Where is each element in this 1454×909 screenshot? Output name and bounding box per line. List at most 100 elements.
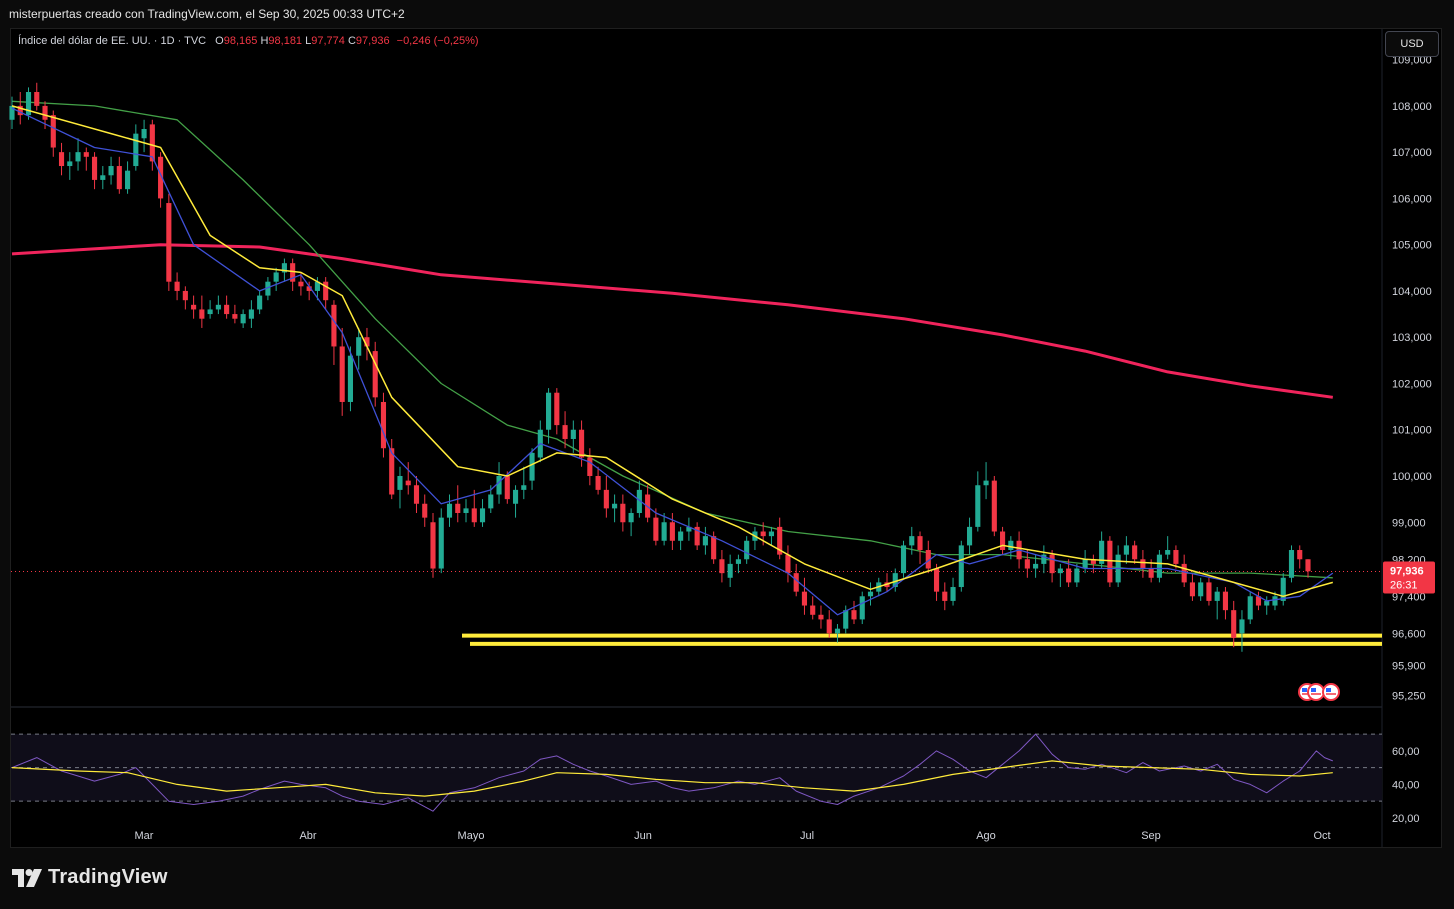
candle-body [1264, 600, 1270, 606]
candle [719, 550, 725, 583]
candle-body [1008, 540, 1014, 551]
candle-body [257, 295, 263, 310]
candle-body [149, 124, 155, 162]
candle [405, 462, 411, 495]
candle-body [1033, 563, 1039, 569]
time-axis-tick: Oct [1313, 830, 1330, 842]
candle [554, 388, 560, 435]
brand-name: TradingView [48, 866, 168, 888]
candle [224, 295, 230, 319]
candle [1280, 573, 1286, 606]
candle [917, 531, 923, 564]
candle [595, 466, 601, 495]
footer-bar [0, 849, 1454, 909]
candle-body [1173, 550, 1179, 564]
candle-body [496, 475, 502, 495]
candle-body [628, 513, 634, 523]
candle-body [1231, 610, 1237, 638]
candle [290, 258, 296, 291]
price-axis-tick: 99,000 [1392, 517, 1426, 529]
candle [702, 526, 708, 555]
candle-body [818, 614, 824, 620]
candle-body [711, 536, 717, 560]
candle [785, 545, 791, 583]
candle-body [1049, 554, 1055, 574]
candle-body [463, 508, 469, 514]
time-axis-tick: Jun [634, 830, 652, 842]
candle-body [422, 503, 428, 518]
candle-body [579, 429, 585, 458]
candle [91, 152, 98, 190]
rsi-axis-tick: 20,00 [1392, 813, 1420, 825]
brand[interactable]: TradingView [12, 866, 168, 889]
candle-body [273, 272, 279, 282]
candle-body [1156, 554, 1162, 578]
candle-body [158, 156, 164, 199]
candle-body [521, 485, 527, 490]
candle-body [224, 304, 230, 315]
candle-body [760, 531, 766, 537]
candle [752, 526, 758, 551]
candle-body [83, 152, 89, 157]
candle [810, 596, 816, 620]
candle [182, 286, 188, 310]
us-flag-event-icon [1322, 683, 1340, 701]
candle-body [810, 605, 816, 615]
candle [570, 420, 576, 453]
last-price-countdown: 26:31 [1390, 579, 1418, 591]
chart-frame[interactable] [10, 28, 1442, 848]
price-axis-tick: 107,000 [1392, 147, 1432, 159]
last-price-label-bg [1383, 561, 1435, 594]
candle [694, 522, 700, 551]
candle [1140, 550, 1146, 578]
candle [1288, 545, 1295, 583]
candle [356, 327, 362, 370]
candle [1181, 554, 1187, 588]
chart-caption: misterpuertas creado con TradingView.com… [9, 7, 405, 21]
candle-body [314, 281, 320, 291]
candle [58, 142, 65, 176]
candle-body [678, 531, 684, 541]
candle [1082, 550, 1088, 574]
candle [950, 577, 956, 606]
candle-body [479, 508, 486, 523]
candle [521, 466, 527, 500]
candle [83, 147, 89, 171]
rsi-axis-tick: 60,00 [1392, 746, 1420, 758]
price-axis-tick: 105,000 [1392, 240, 1432, 252]
candle-body [1123, 545, 1129, 555]
candle-body [380, 401, 387, 449]
candle [900, 540, 907, 578]
candle-body [397, 475, 403, 490]
candle [678, 526, 684, 551]
candle [34, 82, 40, 111]
currency-button[interactable]: USD [1385, 31, 1439, 57]
ma-mid-line [11, 105, 1334, 598]
candle [843, 605, 849, 634]
candle [958, 540, 964, 592]
flag-canton [1311, 688, 1316, 692]
candle [158, 152, 164, 208]
candle-body [504, 475, 510, 500]
candle [1008, 536, 1014, 560]
candle-body [785, 554, 791, 574]
candle [966, 517, 973, 555]
candle-body [1066, 568, 1072, 583]
candle-body [1247, 596, 1253, 620]
candle [9, 96, 15, 130]
price-axis-tick: 103,000 [1392, 332, 1432, 344]
candle [867, 582, 874, 606]
candle [1156, 550, 1162, 583]
candle-body [125, 170, 131, 190]
ma-fast-line [11, 107, 1334, 616]
symbol-name[interactable]: Índice del dólar de EE. UU. · 1D · TVC [18, 35, 207, 47]
candle [1239, 610, 1245, 652]
candle-body [991, 480, 997, 532]
candle-body [248, 309, 254, 319]
candle [389, 438, 395, 500]
candle-body [983, 480, 989, 486]
candle-body [1198, 582, 1204, 597]
candle [537, 420, 543, 463]
candle [339, 327, 345, 416]
